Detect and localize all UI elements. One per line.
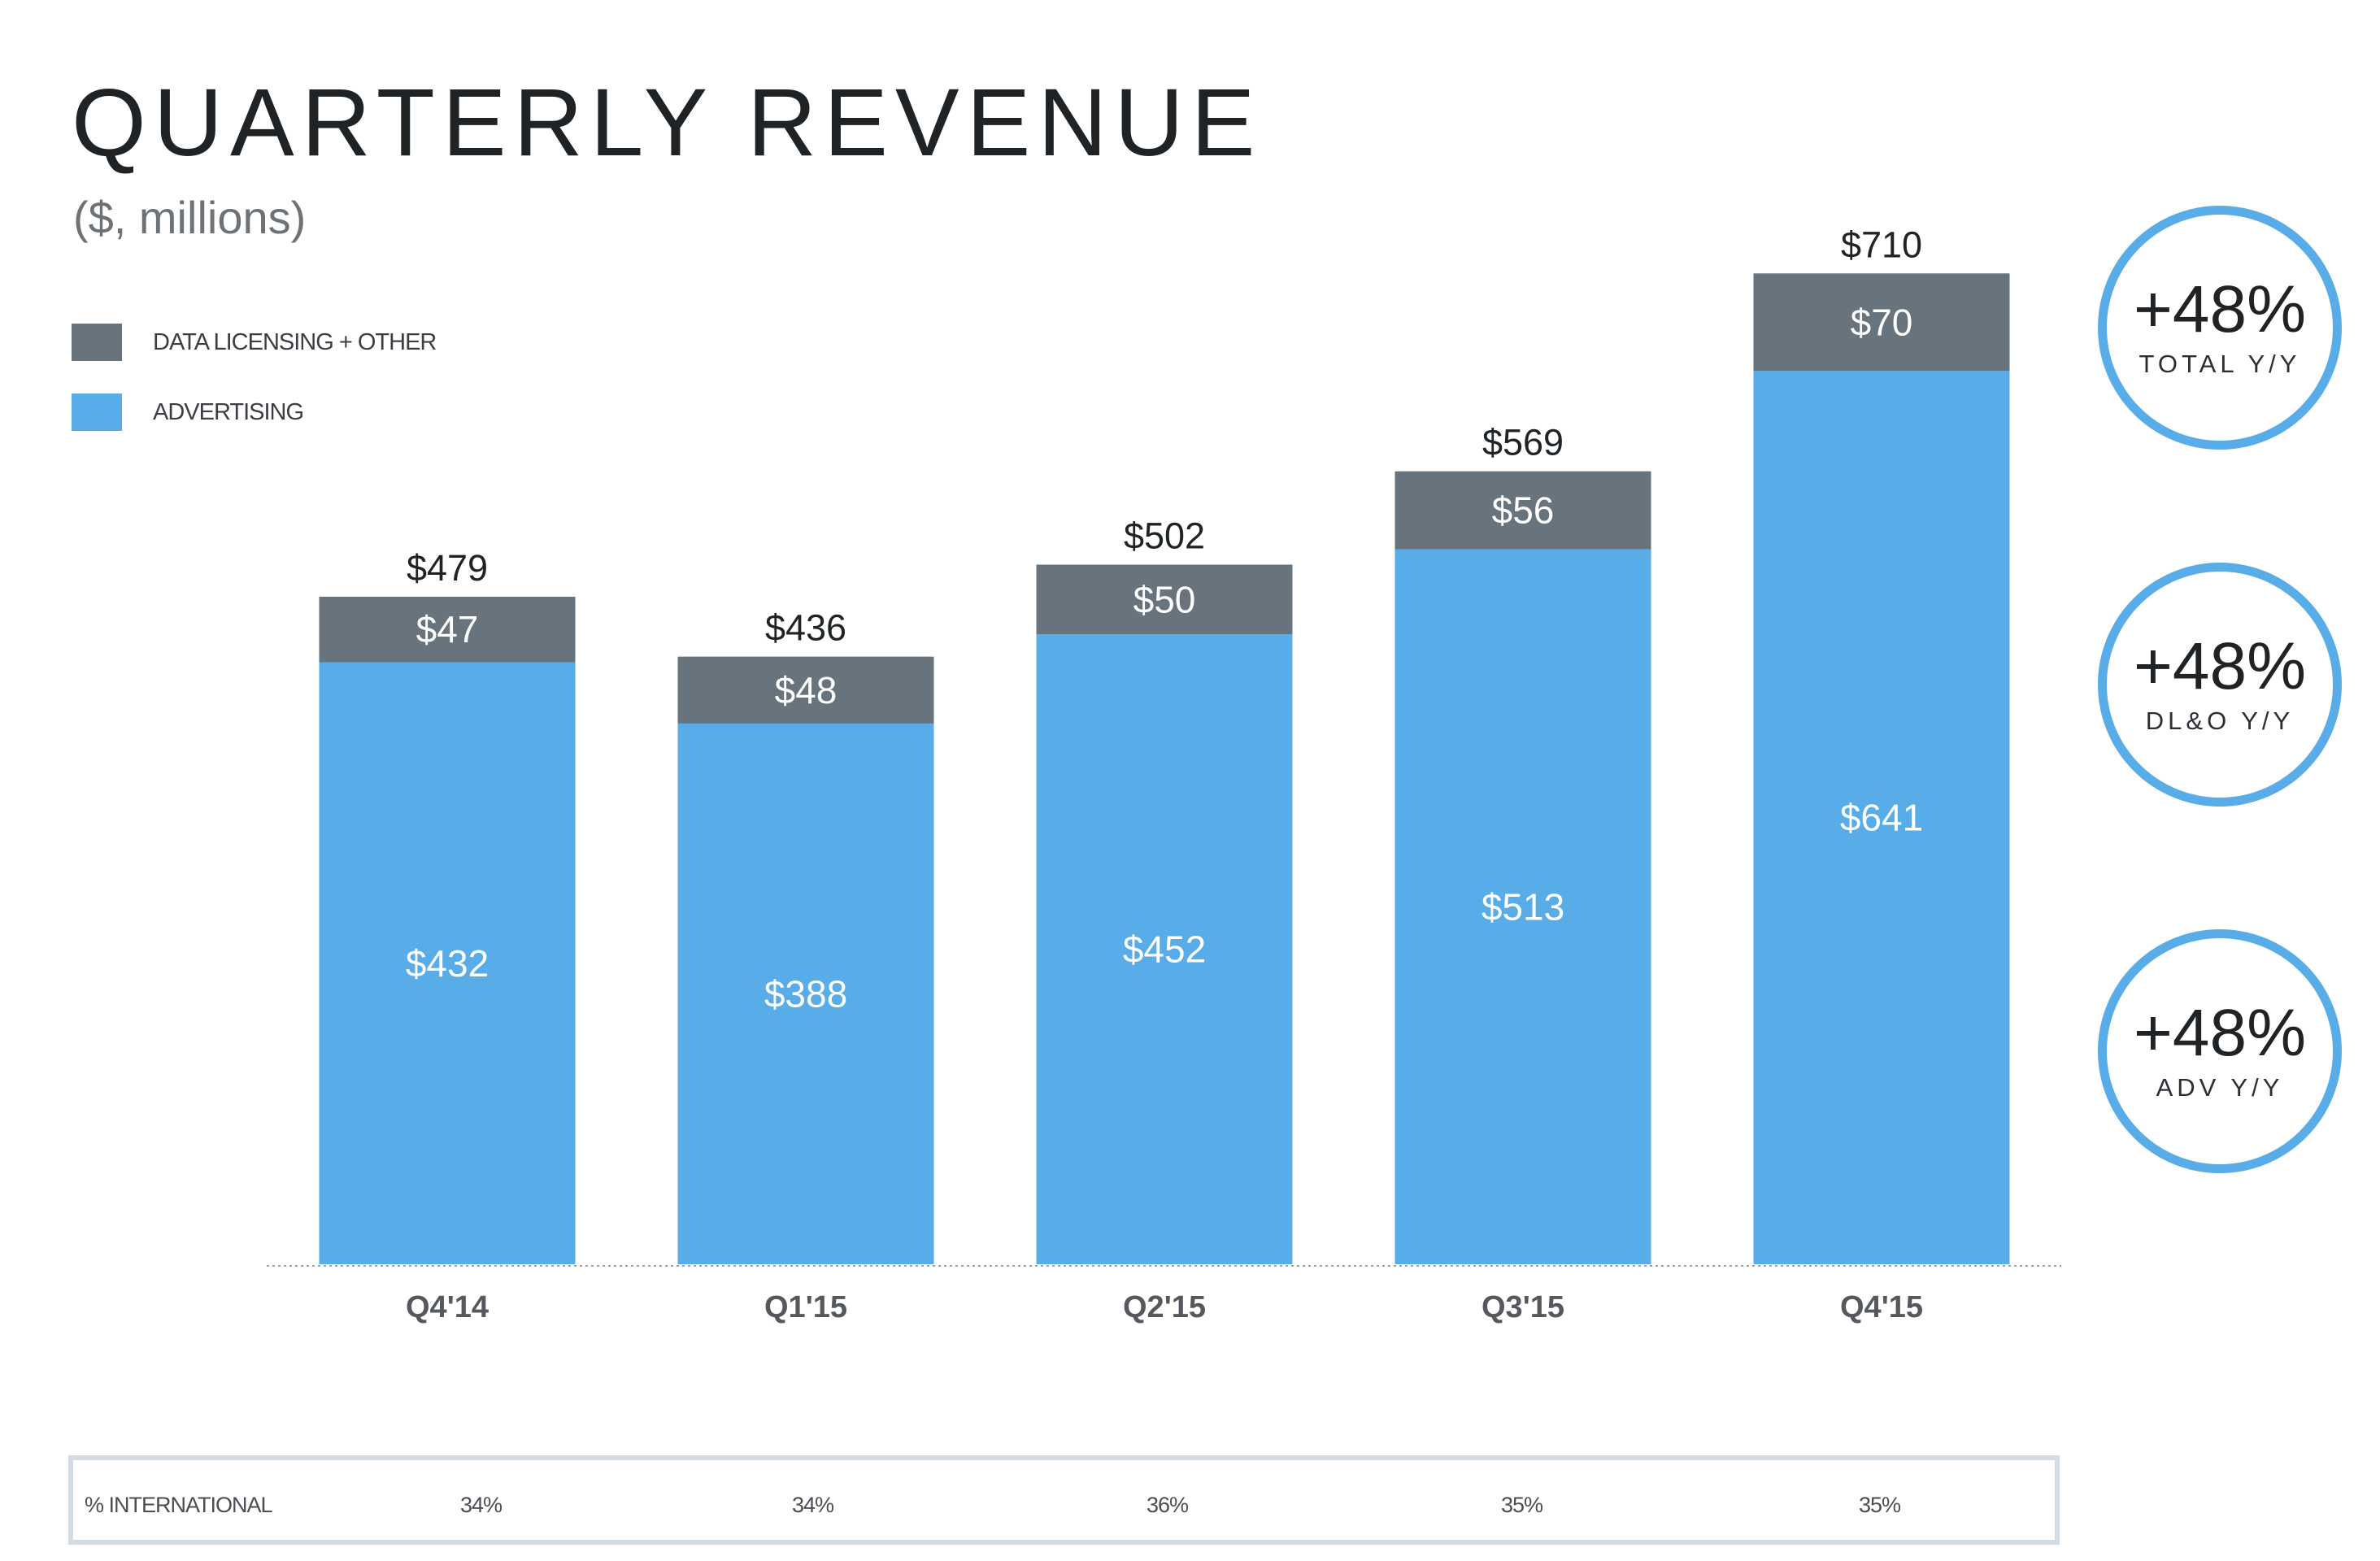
international-value: 34% [460,1493,503,1517]
callout-value: +48% [2133,629,2306,703]
bar-total-label: $569 [1482,422,1564,463]
x-tick-label: Q1'15 [764,1290,847,1324]
bar-value-label: $70 [1851,301,1913,343]
callout-label: TOTAL Y/Y [2139,350,2301,378]
bar-advertising [319,662,576,1264]
bar-total-label: $710 [1841,224,1922,265]
bar-data-licensing [677,656,934,724]
bar-advertising [1753,371,2010,1264]
bar-total-label: $436 [765,607,846,649]
international-value: 36% [1146,1493,1189,1517]
legend-item-advertising: ADVERTISING [72,394,304,431]
callout-label: DL&O Y/Y [2145,707,2295,735]
bar-value-label: $56 [1492,489,1555,532]
bar-value-label: $50 [1133,578,1196,620]
bar-advertising [1394,549,1651,1264]
bar-value-label: $513 [1482,885,1564,928]
callout-value: +48% [2133,996,2306,1070]
bar-advertising [1036,634,1293,1264]
callout-label: ADV Y/Y [2156,1073,2284,1102]
chart-title: QUARTERLY REVENUE [72,69,1263,176]
bar-value-label: $452 [1123,928,1206,971]
x-tick-label: Q3'15 [1482,1290,1564,1324]
x-tick-label: Q2'15 [1123,1290,1206,1324]
bar-value-label: $432 [406,942,489,985]
bar-value-label: $48 [775,669,838,711]
bar-data-licensing [319,596,576,663]
x-tick-label: Q4'15 [1840,1290,1923,1324]
chart-subtitle: ($, millions) [73,192,307,243]
legend-swatch-advertising [72,394,122,431]
bar-value-label: $47 [416,608,479,650]
legend-item-data-licensing: DATA LICENSING + OTHER [72,324,437,361]
bar-data-licensing [1394,471,1651,550]
international-value: 35% [1501,1493,1543,1517]
x-tick-label: Q4'14 [406,1290,489,1324]
legend-label: ADVERTISING [153,398,304,425]
bar-advertising [677,723,934,1264]
callout-total-yy: +48% TOTAL Y/Y [2098,206,2342,450]
callout-adv-yy: +48% ADV Y/Y [2098,929,2342,1173]
international-label: % INTERNATIONAL [85,1493,273,1517]
callout-value: +48% [2133,272,2306,346]
bar-value-label: $388 [764,972,847,1015]
international-value: 35% [1859,1493,1901,1517]
bar-total-label: $502 [1124,515,1205,557]
international-value: 34% [792,1493,834,1517]
bar-data-licensing [1036,564,1293,635]
legend-label: DATA LICENSING + OTHER [153,328,437,355]
bar-value-label: $641 [1840,797,1923,839]
callout-dlo-yy: +48% DL&O Y/Y [2098,563,2342,807]
bar-data-licensing [1753,273,2010,372]
bar-total-label: $479 [407,547,488,589]
legend-swatch-data-licensing [72,324,122,361]
international-table: % INTERNATIONAL 34% 34% 36% 35% 35% [68,1455,2060,1545]
